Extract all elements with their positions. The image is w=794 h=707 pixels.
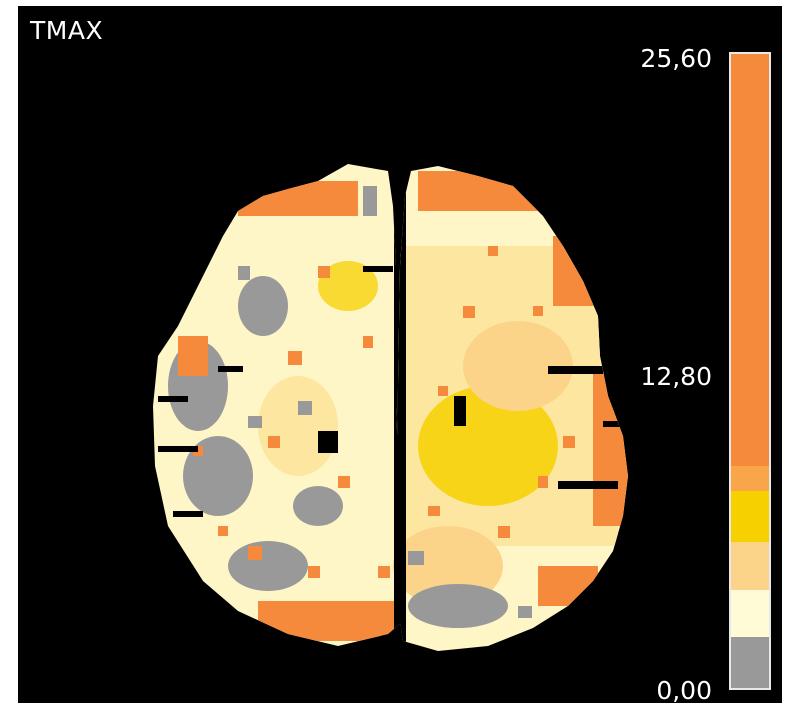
map-title: TMAX bbox=[30, 16, 104, 45]
colorbar-mid-label: 12,80 bbox=[640, 362, 712, 391]
brain-tissue bbox=[153, 164, 628, 651]
perfusion-map-viewer: TMAX bbox=[18, 6, 782, 703]
colorbar-max-label: 25,60 bbox=[640, 44, 712, 73]
colorbar-segment-low bbox=[731, 589, 769, 638]
colorbar-segment-mid-high bbox=[731, 491, 769, 543]
colorbar-segment-high bbox=[731, 466, 769, 492]
brain-perfusion-map bbox=[153, 164, 628, 651]
colorbar-segment-mid bbox=[731, 542, 769, 590]
colorbar-segment-highest bbox=[731, 54, 769, 467]
colorbar-min-label: 0,00 bbox=[656, 676, 712, 703]
colorbar-segment-lowest bbox=[731, 637, 769, 688]
colorbar-legend bbox=[729, 52, 771, 690]
